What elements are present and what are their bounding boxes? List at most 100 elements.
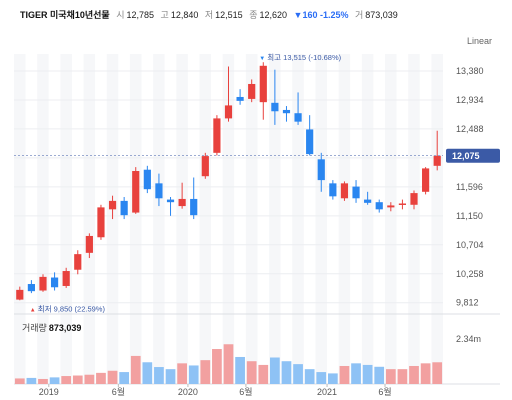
volume-bar <box>304 369 315 384</box>
x-tick-label: 6월 <box>239 386 252 397</box>
volume-bar <box>142 362 153 384</box>
grid-stripe <box>234 54 246 384</box>
scale-toggle-button[interactable]: Linear <box>466 36 492 46</box>
grid-stripe <box>14 54 26 384</box>
volume-bar <box>26 377 37 384</box>
y-tick-label: 10,704 <box>456 240 484 250</box>
candle-body <box>282 109 291 114</box>
close-value: 12,620 <box>259 10 288 20</box>
grid-stripe <box>37 54 49 384</box>
high-label: 고 <box>160 10 169 20</box>
grid-stripe <box>315 54 328 384</box>
grid-stripe <box>71 54 84 384</box>
grid-stripe <box>245 54 258 384</box>
x-tick-label: 2021 <box>317 387 337 397</box>
grid-stripe <box>419 54 432 384</box>
candle-body <box>236 96 244 101</box>
volume-panel-value: 873,039 <box>48 323 82 333</box>
current-price-label: 12,075 <box>452 151 480 161</box>
volume-bar <box>362 364 373 384</box>
candle-body <box>340 183 349 199</box>
candle-body <box>97 207 105 238</box>
candle-body <box>201 156 209 177</box>
volume-bar <box>316 372 327 384</box>
volume-bar <box>420 363 431 384</box>
volume-bar <box>107 370 118 384</box>
candle-body <box>294 113 302 122</box>
grid-stripe <box>25 54 38 384</box>
candle-body <box>132 171 140 213</box>
volume-bar <box>246 361 257 384</box>
candle-body <box>50 277 59 288</box>
y-tick-label: 11,596 <box>456 182 483 192</box>
volume-bar <box>119 372 130 384</box>
y-tick-label: 11,150 <box>456 211 483 221</box>
candle-body <box>16 289 24 300</box>
volume-bar <box>270 357 280 384</box>
candle-body <box>27 284 35 292</box>
grid-stripe <box>129 54 142 384</box>
current-price-tag <box>446 148 500 163</box>
grid-stripe <box>303 54 316 384</box>
volume-value: 873,039 <box>365 10 398 20</box>
grid-stripe <box>350 54 362 384</box>
candle-body <box>178 198 186 207</box>
grid-stripe <box>396 54 409 384</box>
volume-bar <box>327 373 338 384</box>
candle-body <box>120 200 128 216</box>
volume-bar <box>165 369 176 384</box>
grid-stripe <box>199 54 212 384</box>
volume-bar <box>154 367 164 384</box>
volume-panel-label: 거래량 <box>22 323 47 333</box>
volume-bar <box>212 349 222 384</box>
candle-body <box>108 200 117 210</box>
candle-body <box>143 169 151 190</box>
volume-bar <box>61 376 72 384</box>
volume-bar <box>385 369 396 384</box>
volume-bar <box>258 364 269 384</box>
candle-body <box>317 159 325 181</box>
volume-bar <box>38 378 48 384</box>
high-value: 12,840 <box>170 10 199 20</box>
low-value: 12,515 <box>215 10 243 20</box>
y-tick-label: 12,488 <box>456 124 484 134</box>
grid-stripe <box>361 54 374 384</box>
candle-body <box>62 271 70 286</box>
grid-stripe <box>176 54 188 384</box>
y-tick-label: 13,380 <box>456 66 484 76</box>
volume-bar <box>293 364 303 384</box>
x-tick-label: 2019 <box>39 387 59 397</box>
volume-bar <box>177 363 187 384</box>
candle-body <box>352 186 360 199</box>
volume-label: 거 <box>355 10 364 20</box>
open-label: 시 <box>116 10 125 20</box>
candle-body <box>398 203 407 205</box>
volume-bar <box>49 377 60 384</box>
candle-body <box>364 199 372 203</box>
volume-bar <box>223 344 234 384</box>
volume-bar <box>72 375 83 384</box>
stock-name: TIGER 미국채10년선물 <box>20 10 110 20</box>
grid-stripe <box>385 54 397 384</box>
stock-header: TIGER 미국채10년선물 시 12,785 고 12,840 저 12,515 종… <box>20 6 500 24</box>
grid-stripe <box>153 54 165 384</box>
volume-bar <box>339 365 350 384</box>
high-marker: ▼ <box>259 56 265 62</box>
candle-body <box>39 276 47 291</box>
grid-stripe <box>257 54 270 384</box>
candle-body <box>433 155 441 166</box>
grid-stripe <box>431 54 443 384</box>
candle-body <box>271 102 279 112</box>
high-annotation: 최고 13,515 (-10.68%) <box>267 52 341 62</box>
grid-stripe <box>408 54 420 384</box>
grid-stripe <box>327 54 339 384</box>
change-value: ▼160 -1.25% <box>293 10 349 20</box>
volume-bar <box>374 366 385 384</box>
low-label: 저 <box>204 10 214 20</box>
candle-body <box>224 105 233 119</box>
volume-bar <box>432 362 443 384</box>
grid-stripe <box>83 54 96 384</box>
low-annotation: 최저 9,850 (22.59%) <box>38 303 106 313</box>
candle-body <box>375 202 383 210</box>
